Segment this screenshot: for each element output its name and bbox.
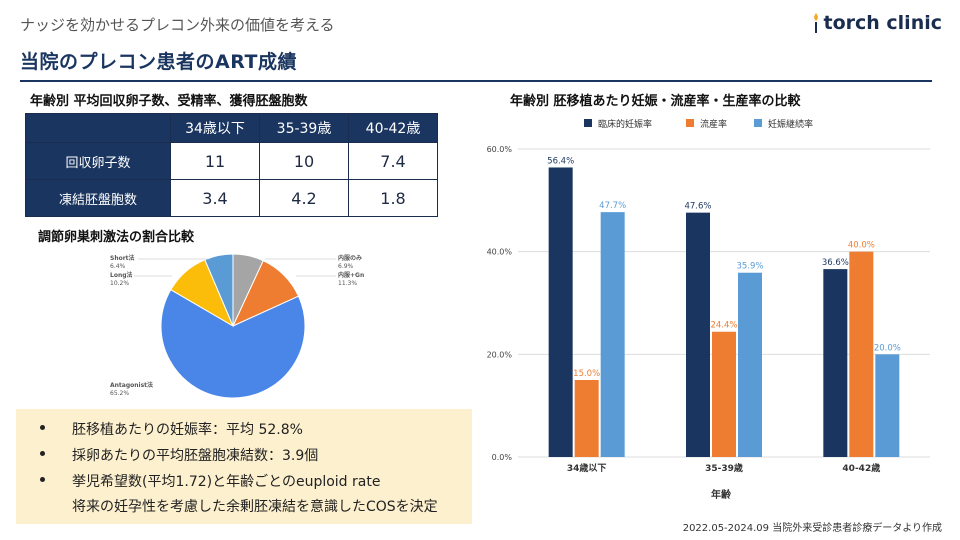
torch-icon <box>813 13 818 33</box>
legend-swatch <box>584 119 592 127</box>
bar-data-label: 40.0% <box>848 241 875 251</box>
bullet-icon <box>40 477 45 482</box>
bar <box>574 380 599 457</box>
x-tick-label: 35-39歳 <box>705 462 743 474</box>
pie-title: 調節卵巣刺激法の割合比較 <box>38 230 195 245</box>
footnote: 2022.05-2024.09 当院外来受診患者診療データより作成 <box>682 523 942 534</box>
pie-label-oral: 内服のみ <box>338 254 362 262</box>
legend-swatch <box>686 119 694 127</box>
table-corner <box>25 113 171 143</box>
pie-slice <box>160 289 306 399</box>
bar <box>548 167 573 458</box>
legend-label: 流産率 <box>700 118 727 130</box>
y-tick-label: 40.0% <box>487 248 513 257</box>
table-row-label: 回収卵子数 <box>25 142 171 180</box>
pie-label-antagonist: Antagonist法 <box>110 381 153 389</box>
pie-label-oralgn: 内服+Gn <box>338 271 364 279</box>
table-title: 年齢別 平均回収卵子数、受精率、獲得胚盤胞数 <box>30 94 308 109</box>
legend-label: 妊娠継続率 <box>768 118 813 130</box>
y-tick-label: 20.0% <box>487 350 513 359</box>
y-tick-label: 60.0% <box>487 145 513 154</box>
x-tick-label: 34歳以下 <box>567 462 607 474</box>
bar <box>686 212 710 457</box>
pie-pct-oral: 6.9% <box>338 263 354 270</box>
bar <box>823 269 848 457</box>
bar-chart-title: 年齢別 胚移植あたり妊娠・流産率・生産率の比較 <box>510 94 801 109</box>
bar-data-label: 24.4% <box>710 321 737 331</box>
pie-pct-short: 6.4% <box>110 263 126 270</box>
table-cell: 7.4 <box>348 142 438 180</box>
table-row: 凍結胚盤胞数 3.4 4.2 1.8 <box>25 179 438 217</box>
table-cell: 1.8 <box>348 179 438 217</box>
bullet-icon <box>40 451 45 456</box>
table-cell: 3.4 <box>170 179 260 217</box>
x-axis-label: 年齢 <box>711 488 732 501</box>
bar <box>600 212 625 457</box>
table-row-label: 凍結胚盤胞数 <box>25 179 171 217</box>
bar-data-label: 47.6% <box>684 202 711 212</box>
bar-data-label: 35.9% <box>736 262 763 272</box>
bar <box>849 251 874 457</box>
pie-pct-oralgn: 11.3% <box>338 280 357 287</box>
summary-item: 採卵あたりの平均胚盤胞凍結数：3.9個 <box>40 445 318 465</box>
title-divider <box>20 80 932 82</box>
bar <box>738 272 762 457</box>
pie-label-long: Long法 <box>110 271 133 279</box>
pie-label-short: Short法 <box>110 254 135 262</box>
pregnancy-rate-bar-chart: 臨床的妊娠率 流産率 妊娠継続率 0.0% 20.0% 40.0% 60.0% 56.4%… <box>487 118 930 501</box>
pie-pct-antagonist: 65.2% <box>110 390 129 397</box>
x-tick-label: 40-42歳 <box>842 462 880 474</box>
summary-box: 胚移植あたりの妊娠率：平均 52.8% 採卵あたりの平均胚盤胞凍結数：3.9個 … <box>16 409 472 524</box>
table-cell: 10 <box>259 142 349 180</box>
bar-data-label: 36.6% <box>822 258 849 268</box>
bar <box>875 354 900 457</box>
slide-subtitle: ナッジを効かせるプレコン外来の価値を考える <box>20 16 335 34</box>
table-col-header: 40-42歳 <box>348 113 438 143</box>
bar-data-label: 15.0% <box>573 369 600 379</box>
legend-swatch <box>754 119 762 127</box>
summary-item: 胚移植あたりの妊娠率：平均 52.8% <box>40 419 303 439</box>
bar <box>712 331 736 457</box>
logo-text: torch clinic <box>823 12 943 34</box>
summary-item: 挙児希望数(平均1.72)と年齢ごとのeuploid rate <box>40 471 380 491</box>
table-col-header: 35-39歳 <box>259 113 349 143</box>
slide-title: 当院のプレコン患者のART成績 <box>20 51 297 73</box>
pie-slice <box>204 253 234 327</box>
summary-subitem: 将来の妊孕性を考慮した余剰胚凍結を意識したCOSを決定 <box>72 499 438 515</box>
bar-data-label: 56.4% <box>547 156 574 166</box>
bullet-icon <box>40 425 45 430</box>
pie-pct-long: 10.2% <box>110 280 129 287</box>
bar-data-label: 20.0% <box>874 343 901 353</box>
table-cell: 4.2 <box>259 179 349 217</box>
table-col-header: 34歳以下 <box>170 113 260 143</box>
legend-label: 臨床的妊娠率 <box>598 118 652 130</box>
bar-data-label: 47.7% <box>599 201 626 211</box>
age-results-table: 34歳以下 35-39歳 40-42歳 回収卵子数 11 10 7.4 凍結胚盤… <box>25 113 438 217</box>
stimulation-pie-chart: Short法 6.4% Long法 10.2% 内服のみ 6.9% 内服+Gn … <box>110 253 364 399</box>
table-row: 回収卵子数 11 10 7.4 <box>25 142 438 180</box>
table-header-row: 34歳以下 35-39歳 40-42歳 <box>25 113 438 143</box>
y-tick-label: 0.0% <box>492 453 513 462</box>
clinic-logo: torch clinic <box>812 12 943 34</box>
table-cell: 11 <box>170 142 260 180</box>
